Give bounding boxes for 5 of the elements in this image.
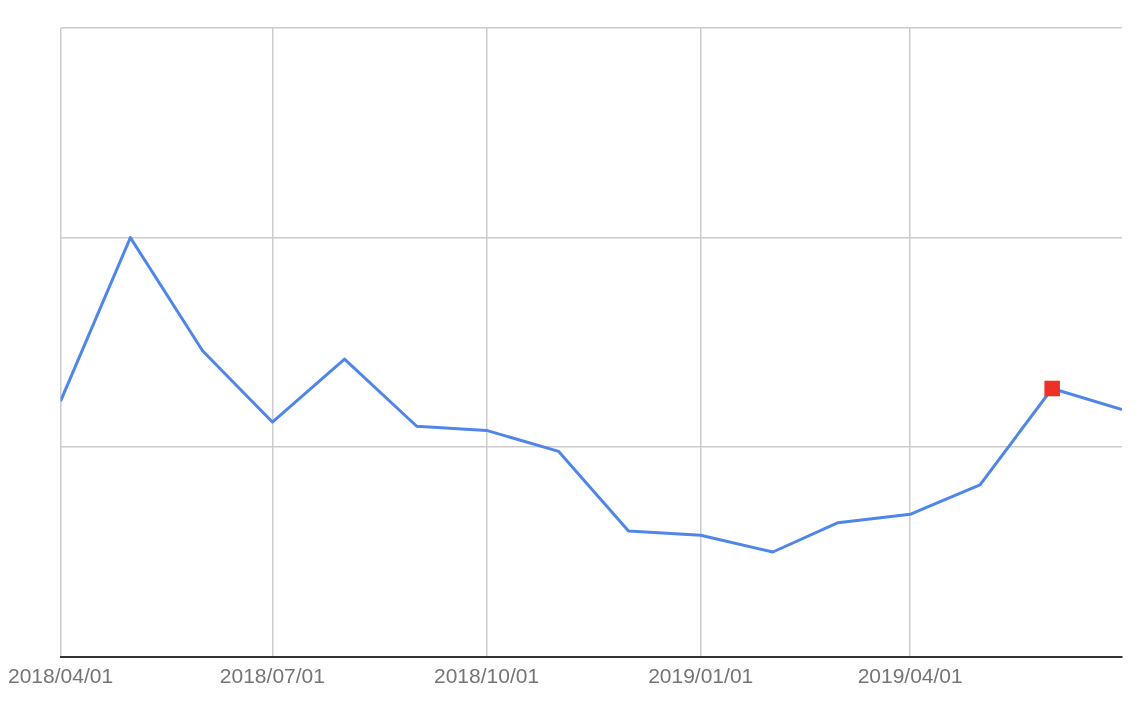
x-tick-label: 2019/04/01 xyxy=(857,664,963,688)
x-tick-label: 2019/01/01 xyxy=(648,664,754,688)
x-tick-label: 2018/04/01 xyxy=(8,664,114,688)
x-tick-label: 2018/07/01 xyxy=(219,664,325,688)
x-tick-label: 2018/10/01 xyxy=(433,664,540,688)
